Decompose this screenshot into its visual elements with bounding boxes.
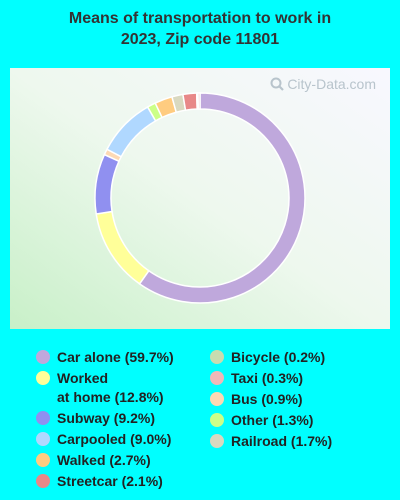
legend-swatch [210, 413, 224, 427]
legend-label: Bicycle (0.2%) [231, 349, 326, 365]
watermark: City-Data.com [270, 76, 376, 92]
magnifier-icon [270, 77, 285, 91]
chart-title: Means of transportation to work in 2023,… [0, 8, 400, 50]
legend-label: Worked at home (12.8%) [57, 370, 164, 405]
legend-item: Other (1.3%) [210, 411, 390, 430]
legend-item: Worked at home (12.8%) [36, 369, 211, 407]
legend-label: Car alone (59.7%) [57, 349, 174, 365]
legend-item: Taxi (0.3%) [210, 369, 390, 388]
donut-chart [94, 92, 306, 304]
legend-item: Bicycle (0.2%) [210, 348, 390, 367]
legend-label: Taxi (0.3%) [231, 370, 304, 386]
chart-title-line-1: Means of transportation to work in [68, 10, 332, 27]
legend-swatch [36, 411, 50, 425]
legend-swatch [36, 432, 50, 446]
legend-item: Subway (9.2%) [36, 409, 211, 428]
legend-swatch [210, 434, 224, 448]
legend-swatch [36, 371, 50, 385]
legend-column-1: Car alone (59.7%) Worked at home (12.8%) S… [36, 348, 211, 493]
donut-slice [197, 92, 201, 110]
legend-swatch [36, 350, 50, 364]
legend-swatch [210, 371, 224, 385]
legend-label: Subway (9.2%) [57, 410, 156, 426]
donut-slice [95, 210, 150, 285]
donut-slice [138, 92, 306, 304]
legend-label: Streetcar (2.1%) [57, 473, 163, 489]
legend-swatch [210, 350, 224, 364]
legend-label: Bus (0.9%) [231, 391, 303, 407]
plot-area: City-Data.com [10, 68, 390, 329]
legend-item: Walked (2.7%) [36, 451, 211, 470]
legend-swatch [36, 453, 50, 467]
legend-item: Railroad (1.7%) [210, 432, 390, 451]
legend-swatch [210, 392, 224, 406]
legend-label: Walked (2.7%) [57, 452, 151, 468]
watermark-text: City-Data.com [287, 76, 376, 92]
legend-item: Car alone (59.7%) [36, 348, 211, 367]
legend-swatch [36, 474, 50, 488]
donut-slice [105, 105, 157, 158]
legend-item: Carpooled (9.0%) [36, 430, 211, 449]
donut-slice [182, 92, 198, 112]
legend-label: Railroad (1.7%) [231, 433, 333, 449]
legend-label: Carpooled (9.0%) [57, 431, 172, 447]
donut-slice [94, 153, 120, 215]
legend-column-2: Bicycle (0.2%) Taxi (0.3%) Bus (0.9%) Other… [210, 348, 390, 453]
legend-label: Other (1.3%) [231, 412, 314, 428]
legend-item: Streetcar (2.1%) [36, 472, 211, 491]
legend-item: Bus (0.9%) [210, 390, 390, 409]
chart-title-line-2: 2023, Zip code 11801 [120, 31, 280, 48]
